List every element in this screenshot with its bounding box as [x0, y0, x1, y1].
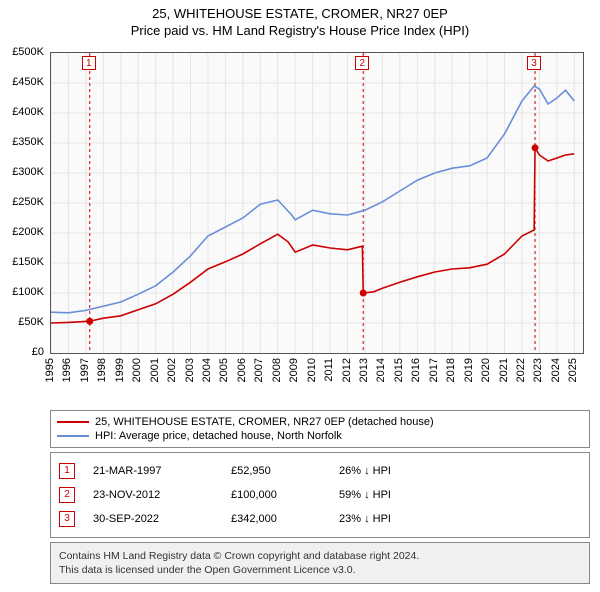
x-tick-label: 1997	[79, 358, 91, 382]
x-tick-label: 2021	[498, 358, 510, 382]
event-marker: 3	[527, 56, 541, 70]
event-price: £100,000	[231, 489, 321, 501]
y-tick-label: £300K	[0, 166, 44, 178]
x-tick-label: 2023	[532, 358, 544, 382]
attribution: Contains HM Land Registry data © Crown c…	[50, 542, 590, 584]
event-date: 30-SEP-2022	[93, 513, 213, 525]
y-tick-label: £250K	[0, 196, 44, 208]
y-tick-label: £150K	[0, 256, 44, 268]
title-address: 25, WHITEHOUSE ESTATE, CROMER, NR27 0EP	[4, 6, 596, 21]
title-subtitle: Price paid vs. HM Land Registry's House …	[4, 23, 596, 38]
plot-wrap: £0 £50K £100K £150K £200K £250K £300K £350K £400…	[0, 44, 600, 404]
y-tick-label: £350K	[0, 136, 44, 148]
event-marker: 1	[82, 56, 96, 70]
attribution-line2: This data is licensed under the Open Gov…	[59, 563, 581, 577]
x-tick-label: 2003	[184, 358, 196, 382]
x-tick-label: 1999	[114, 358, 126, 382]
x-tick-label: 2002	[166, 358, 178, 382]
x-tick-label: 2000	[131, 358, 143, 382]
x-tick-label: 2001	[149, 358, 161, 382]
legend-swatch	[57, 435, 89, 437]
x-tick-label: 2012	[341, 358, 353, 382]
x-tick-label: 2008	[271, 358, 283, 382]
x-tick-label: 2022	[515, 358, 527, 382]
event-marker: 2	[355, 56, 369, 70]
legend-label: HPI: Average price, detached house, Nort…	[95, 430, 342, 442]
event-hpi: 59% ↓ HPI	[339, 489, 459, 501]
x-tick-label: 2019	[463, 358, 475, 382]
figure: 25, WHITEHOUSE ESTATE, CROMER, NR27 0EP …	[0, 0, 600, 584]
legend-swatch	[57, 421, 89, 423]
legend-row: 25, WHITEHOUSE ESTATE, CROMER, NR27 0EP …	[57, 415, 583, 429]
event-badge: 1	[59, 463, 75, 479]
x-tick-label: 2011	[323, 358, 335, 382]
y-tick-label: £200K	[0, 226, 44, 238]
legend-row: HPI: Average price, detached house, Nort…	[57, 429, 583, 443]
x-tick-label: 2015	[393, 358, 405, 382]
event-date: 21-MAR-1997	[93, 465, 213, 477]
x-tick-label: 2005	[218, 358, 230, 382]
y-tick-label: £450K	[0, 76, 44, 88]
y-tick-label: £500K	[0, 46, 44, 58]
events-table: 1 21-MAR-1997 £52,950 26% ↓ HPI 2 23-NOV-2012…	[50, 452, 590, 538]
x-tick-label: 2010	[306, 358, 318, 382]
event-row: 1 21-MAR-1997 £52,950 26% ↓ HPI	[59, 459, 581, 483]
x-tick-label: 2017	[428, 358, 440, 382]
legend-label: 25, WHITEHOUSE ESTATE, CROMER, NR27 0EP …	[95, 416, 434, 428]
x-tick-label: 2014	[375, 358, 387, 382]
event-price: £342,000	[231, 513, 321, 525]
x-tick-label: 2006	[236, 358, 248, 382]
attribution-line1: Contains HM Land Registry data © Crown c…	[59, 549, 581, 563]
x-tick-label: 2020	[480, 358, 492, 382]
x-tick-label: 2025	[567, 358, 579, 382]
x-tick-label: 2024	[550, 358, 562, 382]
x-tick-label: 1995	[44, 358, 56, 382]
event-price: £52,950	[231, 465, 321, 477]
title-block: 25, WHITEHOUSE ESTATE, CROMER, NR27 0EP …	[0, 0, 600, 40]
plot-area	[50, 52, 584, 354]
event-row: 2 23-NOV-2012 £100,000 59% ↓ HPI	[59, 483, 581, 507]
x-tick-label: 2007	[253, 358, 265, 382]
event-date: 23-NOV-2012	[93, 489, 213, 501]
y-tick-label: £100K	[0, 286, 44, 298]
x-tick-label: 2004	[201, 358, 213, 382]
legend: 25, WHITEHOUSE ESTATE, CROMER, NR27 0EP …	[50, 410, 590, 448]
x-tick-label: 2013	[358, 358, 370, 382]
event-hpi: 26% ↓ HPI	[339, 465, 459, 477]
x-tick-label: 2018	[445, 358, 457, 382]
x-tick-label: 1998	[96, 358, 108, 382]
y-tick-label: £400K	[0, 106, 44, 118]
x-tick-label: 2009	[288, 358, 300, 382]
event-hpi: 23% ↓ HPI	[339, 513, 459, 525]
x-tick-label: 2016	[410, 358, 422, 382]
chart-svg	[51, 53, 583, 353]
event-badge: 3	[59, 511, 75, 527]
event-badge: 2	[59, 487, 75, 503]
y-tick-label: £0	[0, 346, 44, 358]
event-row: 3 30-SEP-2022 £342,000 23% ↓ HPI	[59, 507, 581, 531]
x-tick-label: 1996	[61, 358, 73, 382]
y-tick-label: £50K	[0, 316, 44, 328]
